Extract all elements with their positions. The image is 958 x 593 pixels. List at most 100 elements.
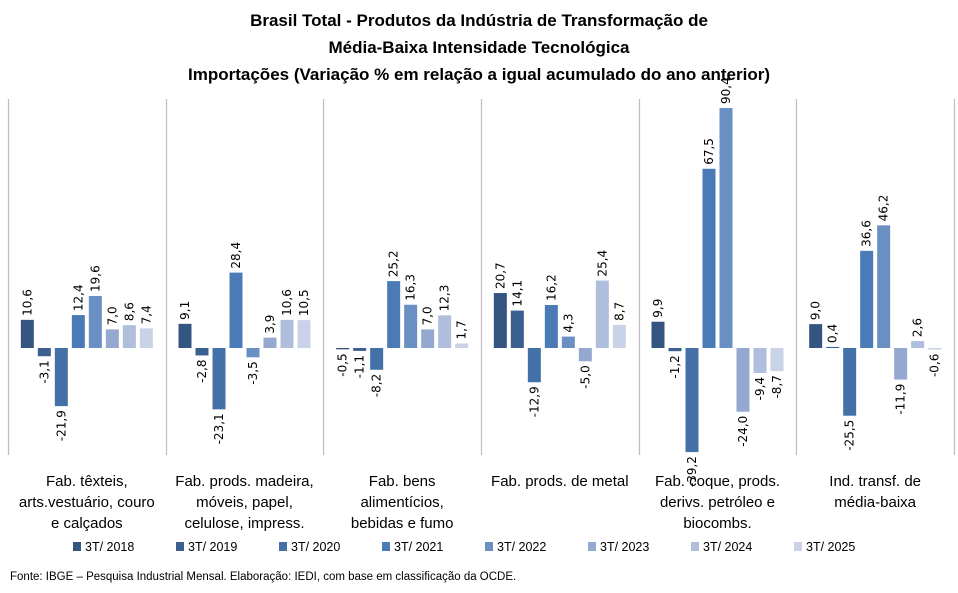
- data-label: 7,0: [105, 306, 119, 325]
- category-label: Fab. coque, prods.: [655, 473, 780, 490]
- data-label: 12,3: [438, 285, 452, 312]
- chart-title-line-3: Importações (Variação % em relação a igu…: [188, 65, 770, 84]
- bar: [387, 281, 401, 348]
- bar: [105, 329, 119, 348]
- bar: [561, 336, 575, 348]
- data-label: 2,6: [911, 318, 925, 337]
- legend-label: 3T/ 2019: [188, 540, 237, 554]
- category-label: Fab. bens: [369, 473, 436, 490]
- category-labels: Fab. têxteis, arts.vestuário, couro e calç…: [19, 473, 921, 532]
- category-label: Fab. têxteis,: [46, 473, 128, 490]
- data-label: 8,6: [122, 302, 136, 321]
- data-label: -0,5: [336, 353, 350, 376]
- data-label: -24,0: [736, 416, 750, 447]
- data-label: 19,6: [88, 265, 102, 292]
- data-label: -39,2: [685, 456, 699, 487]
- legend-swatch: [485, 542, 493, 551]
- data-label: -9,4: [753, 377, 767, 400]
- bar: [139, 328, 153, 348]
- category-label: Ind. transf. de: [829, 473, 921, 490]
- data-label: 25,4: [595, 250, 609, 277]
- bar: [911, 341, 925, 348]
- category-label: bebidas e fumo: [351, 515, 454, 532]
- bar: [753, 348, 767, 373]
- category-label: arts.vestuário, couro: [19, 494, 155, 511]
- bar: [595, 280, 609, 348]
- bar: [88, 295, 102, 348]
- legend-label: 3T/ 2018: [85, 540, 134, 554]
- data-label: 9,0: [809, 301, 823, 320]
- bar: [246, 348, 260, 358]
- bar: [544, 304, 558, 348]
- data-label: 16,2: [544, 274, 558, 301]
- data-label: -25,5: [843, 420, 857, 451]
- bar: [770, 348, 784, 372]
- bars: [20, 107, 942, 453]
- data-label: 67,5: [702, 138, 716, 165]
- data-label: 0,4: [826, 324, 840, 343]
- chart-title-line-1: Brasil Total - Produtos da Indústria de …: [250, 11, 708, 30]
- legend-swatch: [691, 542, 699, 551]
- data-label: -12,9: [527, 386, 541, 417]
- bar: [668, 348, 682, 352]
- bar: [212, 348, 226, 410]
- bar: [493, 293, 507, 348]
- bar: [719, 107, 733, 348]
- data-label: -11,9: [894, 384, 908, 415]
- data-label: -0,6: [928, 354, 942, 377]
- data-label: -3,5: [246, 361, 260, 384]
- data-label: 4,3: [561, 313, 575, 332]
- bar: [809, 324, 823, 348]
- data-label: 9,9: [651, 299, 665, 318]
- data-label: -1,2: [668, 355, 682, 378]
- chart-title: Brasil Total - Produtos da Indústria de …: [188, 11, 770, 84]
- data-label: 9,1: [178, 301, 192, 320]
- legend-swatch: [176, 542, 184, 551]
- category-label: derivs. petróleo e: [660, 494, 775, 511]
- data-label: 28,4: [229, 242, 243, 269]
- data-label: 1,7: [455, 320, 469, 339]
- data-label: -2,8: [195, 359, 209, 382]
- category-label: biocombs.: [683, 515, 751, 532]
- bar: [510, 310, 524, 348]
- bar: [229, 272, 243, 348]
- bar: [370, 348, 384, 370]
- legend-swatch: [279, 542, 287, 551]
- data-label: 16,3: [404, 274, 418, 301]
- bar: [54, 348, 68, 407]
- legend: 3T/ 2018 3T/ 2019 3T/ 2020 3T/ 2021 3T/ 2022…: [73, 540, 855, 554]
- data-label: 10,5: [297, 289, 311, 316]
- source-note: Fonte: IBGE – Pesquisa Industrial Mensal…: [10, 571, 516, 583]
- category-label: celulose, impress.: [184, 515, 304, 532]
- bar: [71, 315, 85, 348]
- data-label: 36,6: [860, 220, 874, 247]
- legend-label: 3T/ 2025: [806, 540, 855, 554]
- data-label: -1,1: [353, 355, 367, 378]
- data-labels: 10,6-3,1-21,912,419,67,0 8,6 7,4 9,1-2,8-23…: [20, 77, 941, 487]
- legend-label: 3T/ 2023: [600, 540, 649, 554]
- bar: [336, 348, 350, 350]
- data-label: 8,7: [612, 302, 626, 321]
- legend-swatch: [382, 542, 390, 551]
- data-label: 12,4: [71, 284, 85, 311]
- category-separators: [7, 99, 956, 455]
- chart-title-line-2: Média-Baixa Intensidade Tecnológica: [328, 38, 630, 57]
- bar: [651, 321, 665, 348]
- bar: [877, 225, 891, 348]
- legend-label: 3T/ 2020: [291, 540, 340, 554]
- bar: [421, 329, 435, 348]
- bar: [527, 348, 541, 383]
- bar: [37, 348, 51, 357]
- bar: [455, 343, 469, 348]
- bar: [263, 337, 277, 348]
- data-label: 7,4: [139, 305, 153, 324]
- category-label: média-baixa: [834, 494, 916, 511]
- legend-label: 3T/ 2021: [394, 540, 443, 554]
- legend-swatch: [588, 542, 596, 551]
- bar: [612, 324, 626, 348]
- bar: [860, 250, 874, 348]
- data-label: 25,2: [387, 250, 401, 277]
- bar: [195, 348, 209, 356]
- data-label: 7,0: [421, 306, 435, 325]
